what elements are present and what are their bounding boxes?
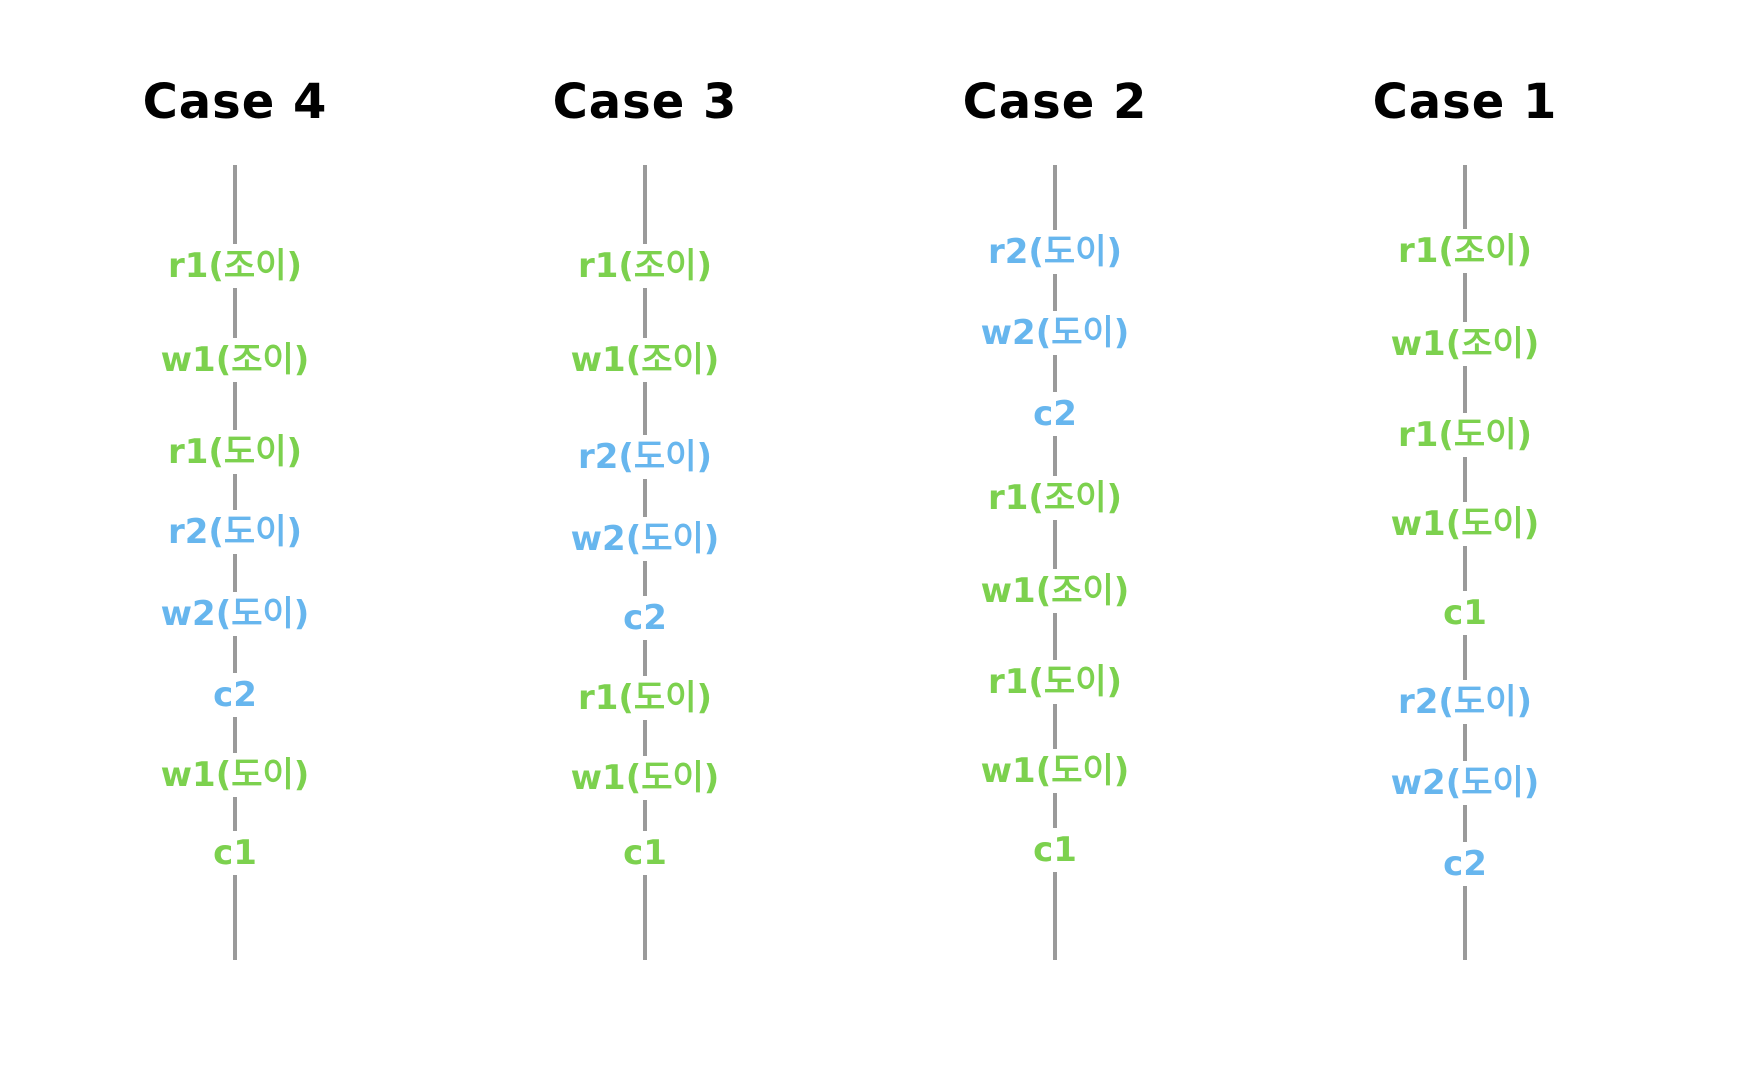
timeline-line: [233, 165, 237, 960]
operation-label: r1(조이): [1315, 229, 1615, 273]
operation-label: r2(도이): [495, 435, 795, 479]
operation-label: r1(조이): [905, 476, 1205, 520]
operation-label: w2(도이): [1315, 761, 1615, 805]
operation-label: c2: [85, 673, 385, 717]
timeline-line: [1463, 165, 1467, 960]
operation-label: c2: [905, 392, 1205, 436]
operation-label: w2(도이): [495, 517, 795, 561]
timeline-line: [643, 165, 647, 960]
operation-label: w1(도이): [905, 749, 1205, 793]
operation-label: c1: [905, 828, 1205, 872]
operation-label: r2(도이): [1315, 680, 1615, 724]
operation-label: r1(도이): [85, 430, 385, 474]
case-title: Case 3: [552, 74, 738, 130]
case-column-4: Case 4 r1(조이) w1(조이) r1(도이) r2(도이) w2(도이…: [85, 0, 385, 1072]
operation-label: w1(조이): [495, 338, 795, 382]
timeline-line: [1053, 165, 1057, 960]
operation-label: c2: [495, 596, 795, 640]
operation-label: r2(도이): [905, 230, 1205, 274]
operation-label: c1: [1315, 591, 1615, 635]
operation-label: w1(조이): [905, 569, 1205, 613]
operation-label: w1(조이): [1315, 322, 1615, 366]
operation-label: c1: [85, 831, 385, 875]
operation-label: r1(도이): [495, 676, 795, 720]
operation-label: w1(조이): [85, 338, 385, 382]
case-column-2: Case 2 r2(도이) w2(도이) c2 r1(조이) w1(조이) r1…: [905, 0, 1205, 1072]
operation-label: w1(도이): [495, 756, 795, 800]
operation-label: c2: [1315, 842, 1615, 886]
operation-label: w1(도이): [1315, 502, 1615, 546]
operation-label: c1: [495, 831, 795, 875]
operation-label: w1(도이): [85, 753, 385, 797]
case-column-1: Case 1 r1(조이) w1(조이) r1(도이) w1(도이) c1 r2…: [1315, 0, 1615, 1072]
case-title: Case 1: [1372, 74, 1558, 130]
operation-label: w2(도이): [905, 311, 1205, 355]
case-title: Case 4: [142, 74, 328, 130]
operation-label: w2(도이): [85, 592, 385, 636]
case-title: Case 2: [962, 74, 1148, 130]
case-column-3: Case 3 r1(조이) w1(조이) r2(도이) w2(도이) c2 r1…: [495, 0, 795, 1072]
operation-label: r1(도이): [905, 660, 1205, 704]
operation-label: r1(도이): [1315, 413, 1615, 457]
operation-label: r1(조이): [85, 244, 385, 288]
operation-label: r2(도이): [85, 510, 385, 554]
operation-label: r1(조이): [495, 244, 795, 288]
